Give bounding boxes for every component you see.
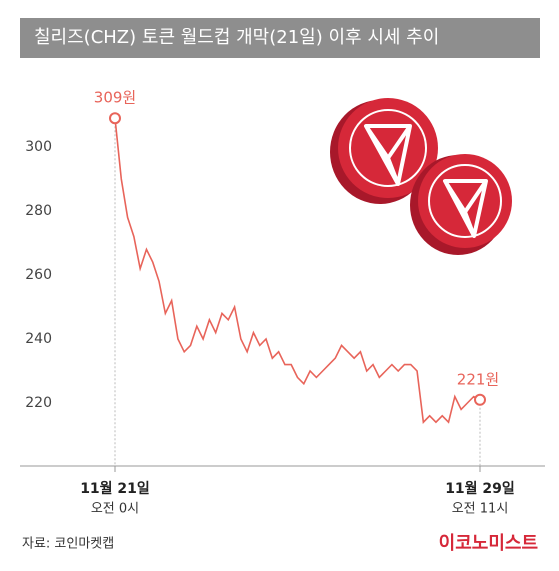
value-label: 221원 [457,370,499,388]
logo [330,98,512,255]
title-banner [20,18,540,58]
y-tick-label: 260 [25,267,52,283]
source: 자료: 코인마켓캡 [22,537,114,552]
x-tick-label: 11월 21일 [80,480,150,497]
point-marker [109,112,121,125]
chart-title: 칠리즈(CHZ) 토큰 월드컵 개막(21일) 이후 시세 추이 [34,27,439,48]
brand: 이코노미스트 [439,533,538,554]
point-marker [474,393,486,406]
y-tick-label: 220 [25,395,52,411]
x-tick-sublabel: 오전 0시 [91,502,139,517]
y-tick-label: 300 [25,139,52,155]
y-tick-label: 280 [25,203,52,219]
x-tick-sublabel: 오전 11시 [452,502,509,517]
y-tick-label: 240 [25,331,52,347]
value-label: 309원 [94,89,136,107]
x-tick-label: 11월 29일 [445,480,515,497]
price-line [114,118,481,424]
